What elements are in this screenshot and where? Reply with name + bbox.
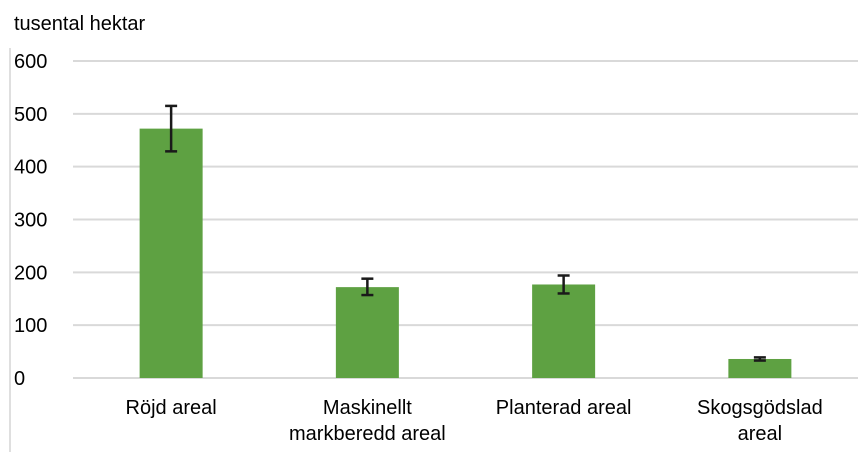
x-category-line-0-0: Röjd areal xyxy=(126,397,217,419)
y-tick-label-600: 600 xyxy=(14,51,47,73)
y-tick-label-400: 400 xyxy=(14,157,47,179)
bars xyxy=(139,128,792,378)
bar-3 xyxy=(728,358,792,378)
error-bar-1 xyxy=(361,277,374,297)
x-category-label-3: Skogsgödslad areal xyxy=(697,397,823,445)
error-bar-0 xyxy=(165,104,178,153)
x-category-line-3-1: areal xyxy=(738,423,782,445)
x-category-label-2: Planterad areal xyxy=(496,397,632,419)
x-category-label-1: Maskinellt markberedd areal xyxy=(289,397,446,445)
error-bar-3 xyxy=(753,356,766,362)
x-category-line-1-1: markberedd areal xyxy=(289,423,446,445)
gridlines xyxy=(73,60,858,379)
error-bar-2 xyxy=(557,274,570,295)
y-tick-label-100: 100 xyxy=(14,315,47,337)
y-axis-title: tusental hektar xyxy=(14,13,146,35)
x-category-label-0: Röjd areal xyxy=(126,397,217,419)
bar-0 xyxy=(139,128,203,378)
y-axis-ticks: 0 100 200 300 400 500 600 xyxy=(14,51,47,390)
x-category-line-2-0: Planterad areal xyxy=(496,397,632,419)
x-category-line-3-0: Skogsgödslad xyxy=(697,397,823,419)
x-category-line-1-0: Maskinellt xyxy=(323,397,412,419)
x-axis-categories: Röjd areal Maskinellt markberedd areal Plan… xyxy=(126,397,823,445)
y-tick-label-300: 300 xyxy=(14,210,47,232)
error-bars xyxy=(165,104,766,362)
y-tick-label-200: 200 xyxy=(14,262,47,284)
y-tick-label-0: 0 xyxy=(14,368,25,390)
bar-2 xyxy=(532,284,596,378)
y-tick-label-500: 500 xyxy=(14,104,47,126)
bar-1 xyxy=(335,287,399,378)
